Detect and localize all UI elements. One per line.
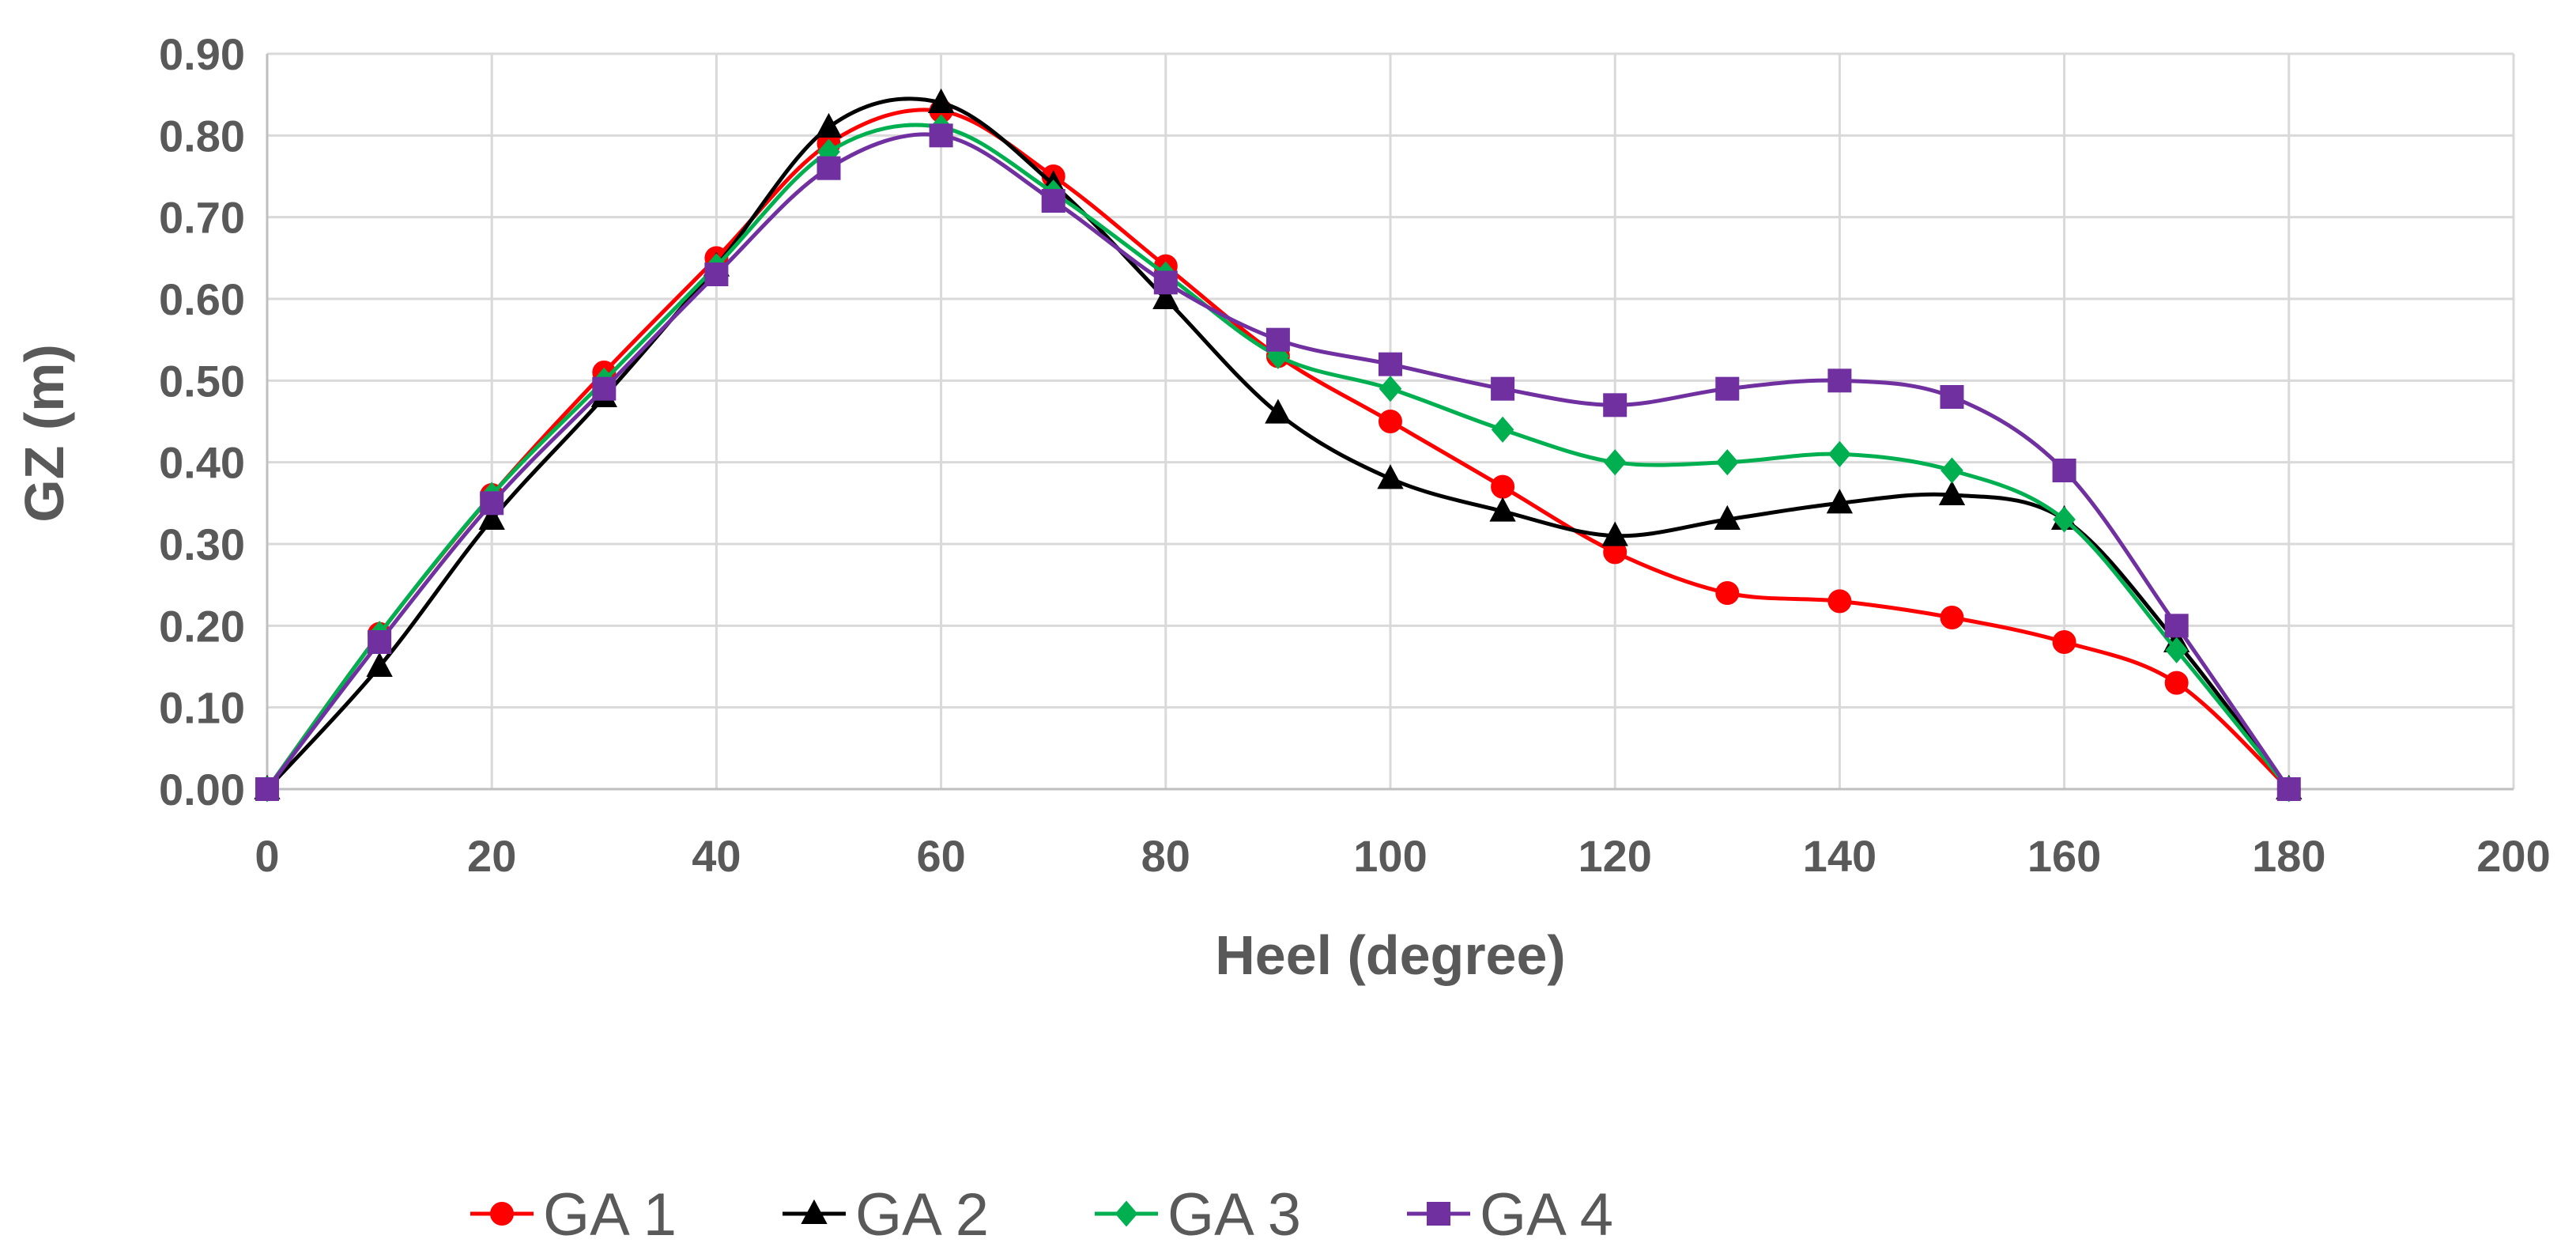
y-tick-label: 0.00 [159,765,245,814]
legend-marker-ga-2 [801,1199,828,1224]
x-tick-label: 0 [255,831,279,881]
y-tick-label: 0.80 [159,111,245,161]
y-tick-label: 0.40 [159,438,245,488]
y-tick-label: 0.50 [159,356,245,406]
data-point-ga-4 [2164,614,2189,638]
data-point-ga-1 [2164,671,2189,695]
y-tick-label: 0.10 [159,683,245,733]
y-tick-label: 0.60 [159,274,245,324]
data-point-ga-2 [1938,480,1966,505]
series-line-ga-2 [266,96,2291,791]
data-point-ga-1 [1491,474,1515,499]
legend-item-ga-3: GA 3 [1095,1181,1301,1249]
legend-marker-ga-4 [1427,1202,1450,1226]
data-point-ga-3 [1940,457,1963,484]
series-line-ga-1 [265,108,2291,791]
y-tick-label: 0.70 [159,193,245,243]
data-point-ga-2 [1489,497,1516,522]
data-point-ga-2 [1265,399,1292,424]
y-tick-label: 0.90 [159,29,245,79]
data-point-ga-4 [1603,393,1627,417]
data-point-ga-3 [1828,440,1851,467]
x-tick-label: 140 [1803,831,1876,881]
data-point-ga-4 [1940,385,1964,409]
series-line-ga-4 [266,132,2291,791]
legend-marker-ga-1 [490,1202,514,1226]
legend-item-ga-1: GA 1 [470,1181,677,1249]
data-point-ga-4 [1041,189,1065,213]
data-point-ga-2 [927,88,955,113]
data-point-ga-1 [1379,410,1402,433]
x-tick-label: 20 [467,831,516,881]
data-point-ga-2 [1152,284,1179,309]
data-point-ga-2 [815,112,843,138]
series-line-ga-3 [265,123,2291,791]
data-point-ga-3 [2165,637,2189,663]
y-axis-title: GZ (m) [13,344,75,523]
x-tick-label: 40 [692,831,741,881]
legend-item-ga-4: GA 4 [1407,1181,1613,1249]
data-point-ga-2 [1826,489,1854,514]
data-point-ga-4 [592,376,617,401]
data-point-ga-4 [1265,327,1290,352]
x-tick-label: 180 [2252,831,2325,881]
data-point-ga-3 [1715,449,1739,476]
x-tick-label: 120 [1578,831,1651,881]
x-tick-label: 80 [1141,831,1190,881]
data-point-ga-3 [1603,449,1627,476]
data-point-ga-2 [366,652,393,677]
data-point-ga-4 [368,630,392,654]
x-tick-label: 160 [2027,831,2101,881]
x-tick-label: 100 [1353,831,1427,881]
series-ga-4 [255,123,2301,801]
legend-label: GA 4 [1480,1181,1613,1249]
data-point-ga-2 [1601,521,1628,546]
data-point-ga-4 [1715,376,1740,401]
data-point-ga-3 [1379,376,1402,402]
data-point-ga-4 [1827,368,1852,393]
x-tick-label: 60 [916,831,965,881]
series-layer [254,88,2303,803]
data-point-ga-1 [1715,581,1740,605]
series-ga-2 [254,88,2303,799]
data-point-ga-4 [1379,352,1402,376]
axis-layer: 0.00 0.10 0.20 0.30 0.40 0.50 0.60 0.70 0.80 0.90… [159,29,2551,881]
legend-item-ga-2: GA 2 [783,1181,989,1249]
data-point-ga-4 [1491,376,1515,401]
y-tick-label: 0.20 [159,601,245,651]
series-ga-1 [255,99,2301,801]
legend-label: GA 3 [1167,1181,1301,1249]
legend: GA 1 GA 2 GA 3 GA 4 [470,1181,1613,1249]
data-point-ga-1 [1827,589,1852,614]
data-point-ga-3 [2053,506,2076,533]
x-tick-label: 200 [2476,831,2550,881]
data-point-ga-2 [478,504,505,530]
data-point-ga-4 [704,263,729,286]
data-point-ga-4 [2052,459,2076,482]
x-axis-title: Heel (degree) [1215,924,1565,986]
legend-marker-ga-3 [1115,1200,1138,1227]
y-tick-label: 0.30 [159,519,245,569]
data-point-ga-4 [929,123,953,148]
data-point-ga-1 [1940,606,1964,629]
data-point-ga-1 [2052,630,2076,654]
data-point-ga-4 [817,156,841,180]
data-point-ga-2 [1377,464,1404,489]
data-point-ga-3 [1491,416,1514,443]
data-point-ga-4 [2276,777,2301,801]
data-point-ga-4 [255,777,279,801]
data-point-ga-4 [1153,270,1178,295]
legend-label: GA 1 [543,1181,677,1249]
data-point-ga-4 [480,491,504,516]
data-point-ga-2 [1714,504,1741,530]
legend-label: GA 2 [855,1181,989,1249]
